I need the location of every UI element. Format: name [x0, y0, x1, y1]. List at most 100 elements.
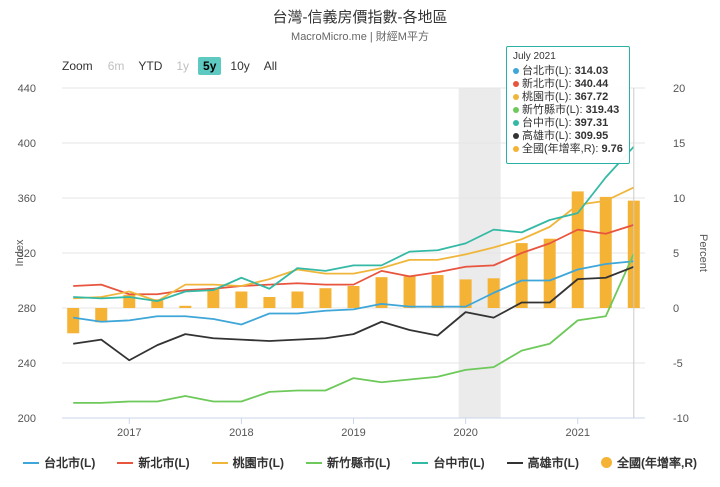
bar	[263, 297, 276, 308]
legend-label: 台北市(L)	[44, 456, 96, 470]
legend-item-taichung[interactable]: 台中市(L)	[412, 454, 485, 471]
tooltip-dot-2	[513, 94, 519, 101]
legend-swatch-6	[600, 457, 612, 468]
bar	[67, 308, 80, 334]
tooltip-row: 台北市(L): 314.03	[513, 65, 623, 78]
legend-label: 新北市(L)	[138, 456, 190, 470]
tooltip-label: 高雄市(L):	[522, 130, 572, 142]
tooltip-dot-3	[513, 107, 519, 114]
tooltip: July 2021 台北市(L): 314.03 新北市(L): 340.44 …	[506, 46, 630, 164]
y-tick-left: 360	[18, 193, 36, 205]
tooltip-row: 高雄市(L): 309.95	[513, 130, 623, 143]
tooltip-value: 319.43	[585, 104, 620, 116]
legend-item-hsinchu[interactable]: 新竹縣市(L)	[306, 454, 390, 471]
tooltip-value: 340.44	[574, 78, 609, 90]
bar	[207, 288, 220, 308]
y-tick-right: 0	[673, 303, 679, 315]
y-tick-right: 15	[673, 138, 685, 150]
y-axis-title-left: Index	[14, 239, 26, 266]
bar	[179, 305, 192, 308]
y-axis-title-right: Percent	[697, 234, 709, 272]
legend-item-new-taipei[interactable]: 新北市(L)	[117, 454, 190, 471]
chart-subtitle: MacroMicro.me | 財經M平方	[291, 31, 429, 43]
x-tick-label: 2017	[117, 427, 141, 439]
zoom-label: Zoom	[62, 59, 93, 73]
y-tick-left: 240	[18, 358, 36, 370]
y-tick-right: -5	[673, 358, 683, 370]
legend-swatch-1	[117, 461, 134, 464]
legend-label: 高雄市(L)	[527, 456, 579, 470]
chart-title: 台灣-信義房價指數-各地區	[272, 9, 448, 26]
series-line	[73, 253, 635, 404]
series-line	[73, 186, 635, 303]
bar	[123, 294, 136, 308]
zoom-all-button[interactable]: All	[263, 59, 278, 73]
series-line	[73, 146, 635, 303]
bar	[291, 291, 304, 308]
tooltip-row: 全國(年增率,R): 9.76	[513, 143, 623, 156]
tooltip-row: 新北市(L): 340.44	[513, 78, 623, 91]
series-line	[73, 265, 635, 362]
bar	[151, 299, 164, 308]
y-tick-right: 10	[673, 193, 685, 205]
bar	[235, 291, 248, 308]
tooltip-dot-6	[513, 146, 519, 153]
tooltip-value: 309.95	[574, 130, 609, 142]
x-tick-label: 2020	[453, 427, 477, 439]
bar	[515, 243, 528, 308]
tooltip-value: 367.72	[574, 91, 609, 103]
bar	[95, 308, 108, 323]
bar	[403, 276, 416, 308]
bar	[459, 279, 472, 308]
tooltip-label: 全國(年增率,R):	[522, 143, 599, 155]
legend-label: 全國(年增率,R)	[616, 456, 697, 470]
bar	[431, 275, 444, 308]
tooltip-row: 新竹縣市(L): 319.43	[513, 104, 623, 117]
bar	[319, 288, 332, 308]
legend-swatch-2	[211, 461, 228, 464]
tooltip-row: 台中市(L): 397.31	[513, 117, 623, 130]
tooltip-row: 桃園市(L): 367.72	[513, 91, 623, 104]
tooltip-title: July 2021	[513, 51, 556, 62]
legend-item-kaohsiung[interactable]: 高雄市(L)	[506, 454, 579, 471]
legend-label: 桃園市(L)	[232, 456, 284, 470]
y-tick-left: 200	[18, 413, 36, 425]
y-tick-right: 5	[673, 248, 679, 260]
zoom-10y-button[interactable]: 10y	[230, 59, 250, 73]
tooltip-dot-0	[513, 68, 519, 75]
zoom-6m-button[interactable]: 6m	[107, 59, 125, 73]
y-tick-left: 320	[18, 248, 36, 260]
legend-swatch-5	[506, 461, 523, 464]
tooltip-label: 台北市(L):	[522, 65, 572, 77]
legend-label: 新竹縣市(L)	[327, 456, 391, 470]
tooltip-dot-4	[513, 120, 519, 127]
legend-item-national[interactable]: 全國(年增率,R)	[600, 454, 697, 471]
y-tick-right: 20	[673, 83, 685, 95]
bar	[543, 238, 556, 308]
zoom-5y-button[interactable]: 5y	[198, 57, 222, 75]
tooltip-value: 314.03	[574, 65, 609, 77]
tooltip-dot-1	[513, 81, 519, 88]
tooltip-value: 9.76	[601, 143, 623, 155]
tooltip-label: 桃園市(L):	[522, 91, 572, 103]
x-tick-label: 2019	[341, 427, 365, 439]
y-tick-left: 280	[18, 303, 36, 315]
legend: 台北市(L) 新北市(L) 桃園市(L) 新竹縣市(L) 台中市(L) 高雄市(…	[0, 454, 720, 471]
legend-item-taoyuan[interactable]: 桃園市(L)	[211, 454, 284, 471]
legend-item-taipei[interactable]: 台北市(L)	[23, 454, 95, 471]
x-tick-label: 2018	[229, 427, 253, 439]
zoom-ytd-button[interactable]: YTD	[138, 59, 163, 73]
x-tick-label: 2021	[565, 427, 589, 439]
tooltip-label: 新竹縣市(L):	[522, 104, 583, 116]
tooltip-label: 新北市(L):	[522, 78, 572, 90]
bar	[599, 196, 612, 308]
zoom-selector: Zoom 6m YTD 1y 5y 10y All	[62, 57, 282, 75]
series-line	[73, 224, 635, 296]
zoom-1y-button[interactable]: 1y	[176, 59, 190, 73]
bar	[375, 277, 388, 308]
y-tick-right: -10	[673, 413, 689, 425]
legend-swatch-0	[23, 461, 40, 464]
legend-label: 台中市(L)	[433, 456, 485, 470]
legend-swatch-4	[412, 461, 429, 464]
